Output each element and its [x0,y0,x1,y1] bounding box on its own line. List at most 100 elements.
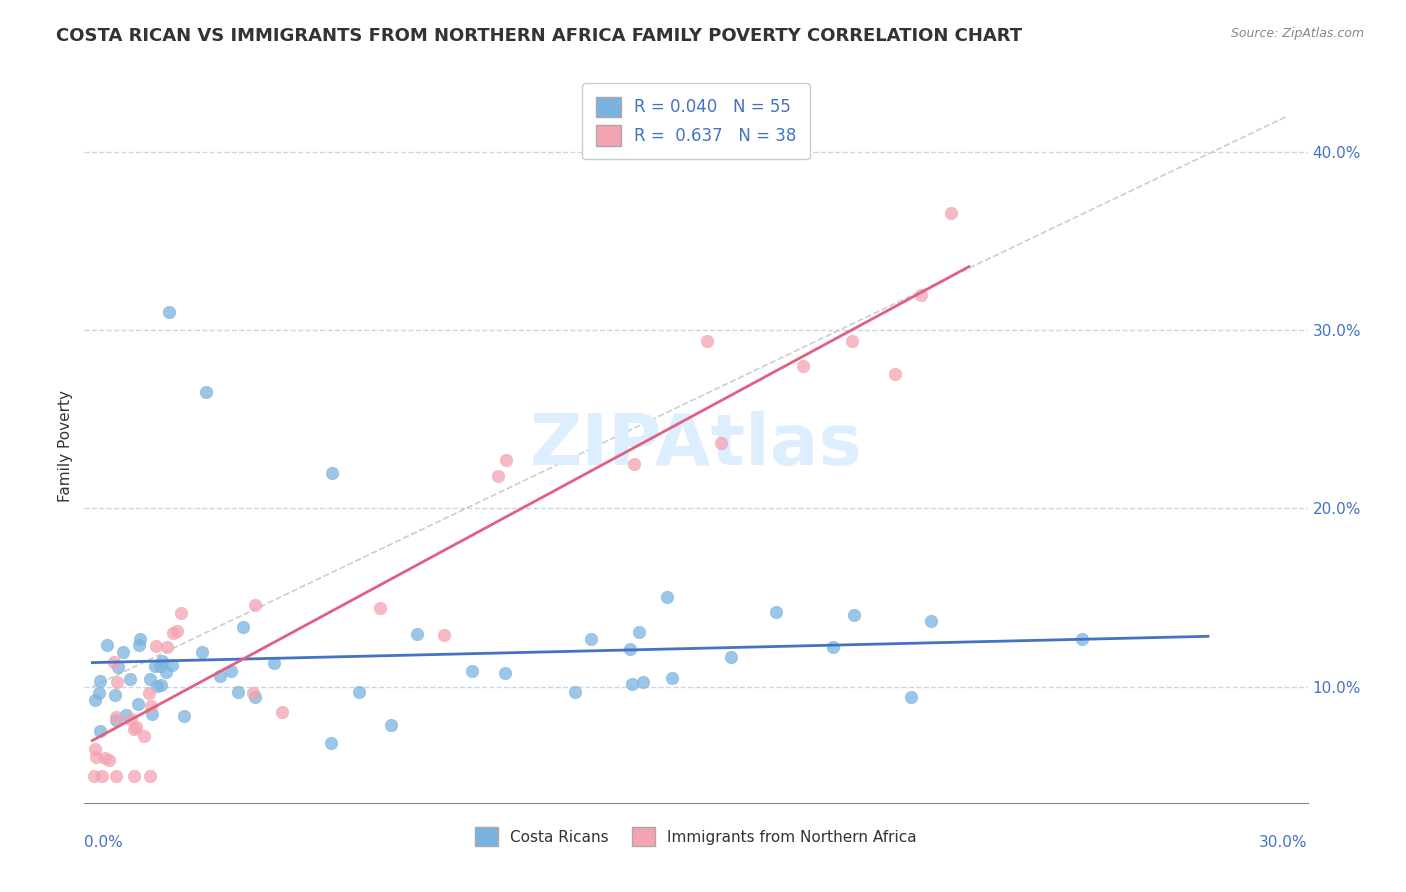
Point [104,689,127,703]
Point [263,656,285,670]
Point [139,698,162,713]
Point [122,769,145,783]
Point [166,624,188,638]
Point [844,607,866,622]
Text: 30.0%: 30.0% [1260,835,1308,850]
Point [841,334,863,349]
Point [118,672,141,686]
Point [884,368,907,382]
Point [579,632,602,646]
Point [631,674,654,689]
Point [120,713,142,727]
Point [620,676,643,690]
Text: COSTA RICAN VS IMMIGRANTS FROM NORTHERN AFRICA FAMILY POVERTY CORRELATION CHART: COSTA RICAN VS IMMIGRANTS FROM NORTHERN … [56,27,1022,45]
Point [321,736,343,750]
Point [461,664,484,678]
Point [623,458,645,472]
Point [89,686,111,700]
Point [89,673,111,688]
Point [150,654,173,668]
Point [83,769,105,783]
Point [173,709,195,723]
Point [156,640,179,655]
Point [143,659,166,673]
Point [765,605,787,619]
Point [433,628,456,642]
Point [939,206,962,220]
Point [406,627,429,641]
Point [627,624,650,639]
Point [83,742,105,756]
Point [83,693,105,707]
Point [127,697,149,711]
Point [720,649,742,664]
Point [104,710,127,724]
Text: Source: ZipAtlas.com: Source: ZipAtlas.com [1230,27,1364,40]
Point [920,614,942,628]
Point [380,718,402,732]
Point [792,359,814,373]
Point [91,769,114,783]
Point [145,639,167,653]
Point [89,723,111,738]
Point [160,657,183,672]
Point [169,606,191,620]
Point [162,626,184,640]
Point [93,750,115,764]
Text: ZIPAtlas: ZIPAtlas [530,411,862,481]
Point [232,620,254,634]
Point [105,674,128,689]
Point [148,658,170,673]
Point [107,660,129,674]
Point [226,685,249,699]
Point [122,722,145,736]
Point [150,678,173,692]
Point [138,686,160,700]
Point [619,642,641,657]
Point [347,685,370,699]
Point [564,685,586,699]
Point [139,672,162,686]
Point [96,638,118,652]
Point [112,645,135,659]
Point [209,669,232,683]
Point [125,720,148,734]
Point [486,469,509,483]
Text: 0.0%: 0.0% [84,835,124,850]
Point [321,466,343,480]
Point [243,690,266,704]
Point [710,436,733,450]
Point [823,640,845,654]
Point [155,665,177,680]
Point [146,679,169,693]
Point [128,638,150,652]
Point [219,664,242,678]
Point [243,598,266,612]
Point [105,713,128,727]
Legend: Costa Ricans, Immigrants from Northern Africa: Costa Ricans, Immigrants from Northern A… [470,822,922,852]
Y-axis label: Family Poverty: Family Poverty [58,390,73,502]
Point [103,655,125,669]
Point [655,591,678,605]
Point [910,288,932,302]
Point [138,769,160,783]
Point [129,632,152,646]
Point [696,334,718,348]
Point [98,753,121,767]
Point [194,385,217,400]
Point [661,671,683,685]
Point [368,600,391,615]
Point [1071,632,1094,646]
Point [132,729,155,743]
Point [494,666,516,681]
Point [270,705,292,719]
Point [115,707,138,722]
Point [141,706,163,721]
Point [157,305,180,319]
Point [191,645,214,659]
Point [900,690,922,704]
Point [495,452,517,467]
Point [84,749,107,764]
Point [242,686,264,700]
Point [105,769,128,783]
